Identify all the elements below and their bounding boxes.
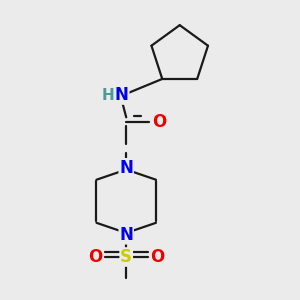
Text: H: H bbox=[102, 88, 115, 103]
Text: S: S bbox=[120, 248, 132, 266]
Text: O: O bbox=[152, 113, 166, 131]
Text: O: O bbox=[88, 248, 102, 266]
Text: O: O bbox=[150, 248, 165, 266]
Text: N: N bbox=[119, 226, 133, 244]
Text: N: N bbox=[115, 86, 129, 104]
Text: N: N bbox=[119, 159, 133, 177]
